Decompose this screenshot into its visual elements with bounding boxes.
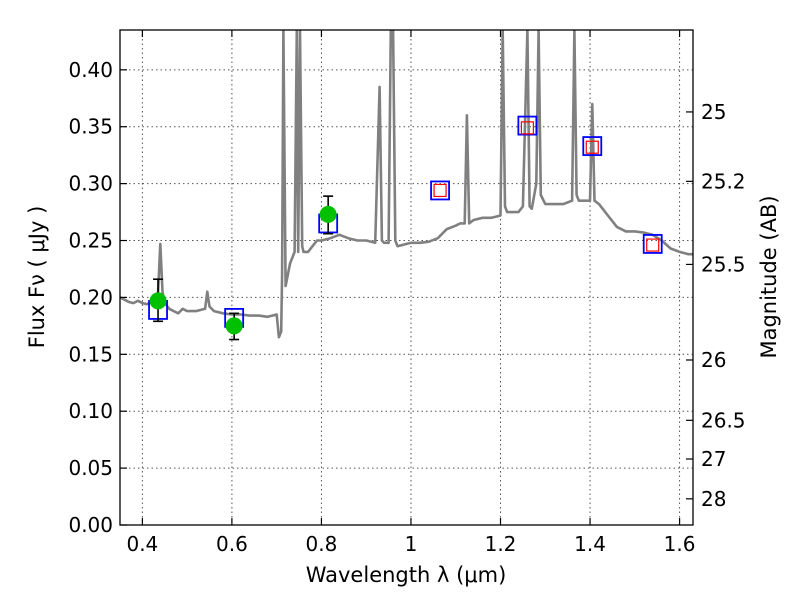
right-tick-label: 26 bbox=[701, 348, 726, 372]
data-layer bbox=[120, 30, 693, 341]
x-tick-label: 0.8 bbox=[306, 532, 338, 556]
model-spectrum-line bbox=[120, 30, 693, 339]
observed-photometry-point bbox=[319, 205, 337, 223]
x-tick-label: 1.4 bbox=[574, 532, 606, 556]
y-tick-label: 0.35 bbox=[68, 115, 113, 139]
y-tick-label: 0.40 bbox=[68, 58, 113, 82]
right-tick-label: 25.5 bbox=[701, 252, 746, 276]
y-tick-label: 0.00 bbox=[68, 513, 113, 537]
ticks: 0.4 0.6 0.8 1 1.2 1.4 1.6 0.00 0.05 0.10 0.15 0.20 0… bbox=[68, 30, 746, 556]
y-tick-label: 0.30 bbox=[68, 172, 113, 196]
x-tick-label: 1.6 bbox=[664, 532, 696, 556]
model-photometry-marker bbox=[430, 180, 450, 201]
x-tick-label: 1 bbox=[405, 532, 418, 556]
y-tick-label: 0.10 bbox=[68, 399, 113, 423]
y-tick-label: 0.05 bbox=[68, 456, 113, 480]
right-tick-label: 27 bbox=[701, 447, 726, 471]
model-photometry-marker bbox=[582, 136, 603, 156]
right-tick-label: 28 bbox=[701, 487, 726, 511]
observed-photometry-point bbox=[149, 292, 167, 310]
plot-frame bbox=[119, 29, 694, 526]
y-axis-label: Flux Fν ( μJy ) bbox=[25, 206, 49, 349]
observed-upper-marker bbox=[585, 140, 599, 154]
x-axis-label: Wavelength λ (μm) bbox=[306, 563, 507, 587]
observed-upper-marker bbox=[520, 121, 534, 135]
y-tick-label: 0.15 bbox=[68, 342, 113, 366]
observed-upper-marker bbox=[433, 183, 447, 198]
x-tick-label: 0.4 bbox=[126, 532, 158, 556]
plot-background bbox=[120, 30, 693, 525]
x-tick-label: 0.6 bbox=[216, 532, 248, 556]
right-tick-label: 26.5 bbox=[701, 408, 746, 432]
right-tick-label: 25 bbox=[701, 100, 726, 124]
observed-upper-marker bbox=[646, 238, 660, 252]
right-axis-label: Magnitude (AB) bbox=[757, 195, 781, 358]
x-tick-label: 1.2 bbox=[485, 532, 517, 556]
y-tick-label: 0.20 bbox=[68, 285, 113, 309]
observed-photometry-point bbox=[225, 317, 243, 335]
right-tick-label: 25.2 bbox=[701, 169, 746, 193]
model-photometry-marker bbox=[517, 115, 538, 136]
model-photometry-marker bbox=[642, 234, 663, 254]
y-tick-label: 0.25 bbox=[68, 229, 113, 253]
